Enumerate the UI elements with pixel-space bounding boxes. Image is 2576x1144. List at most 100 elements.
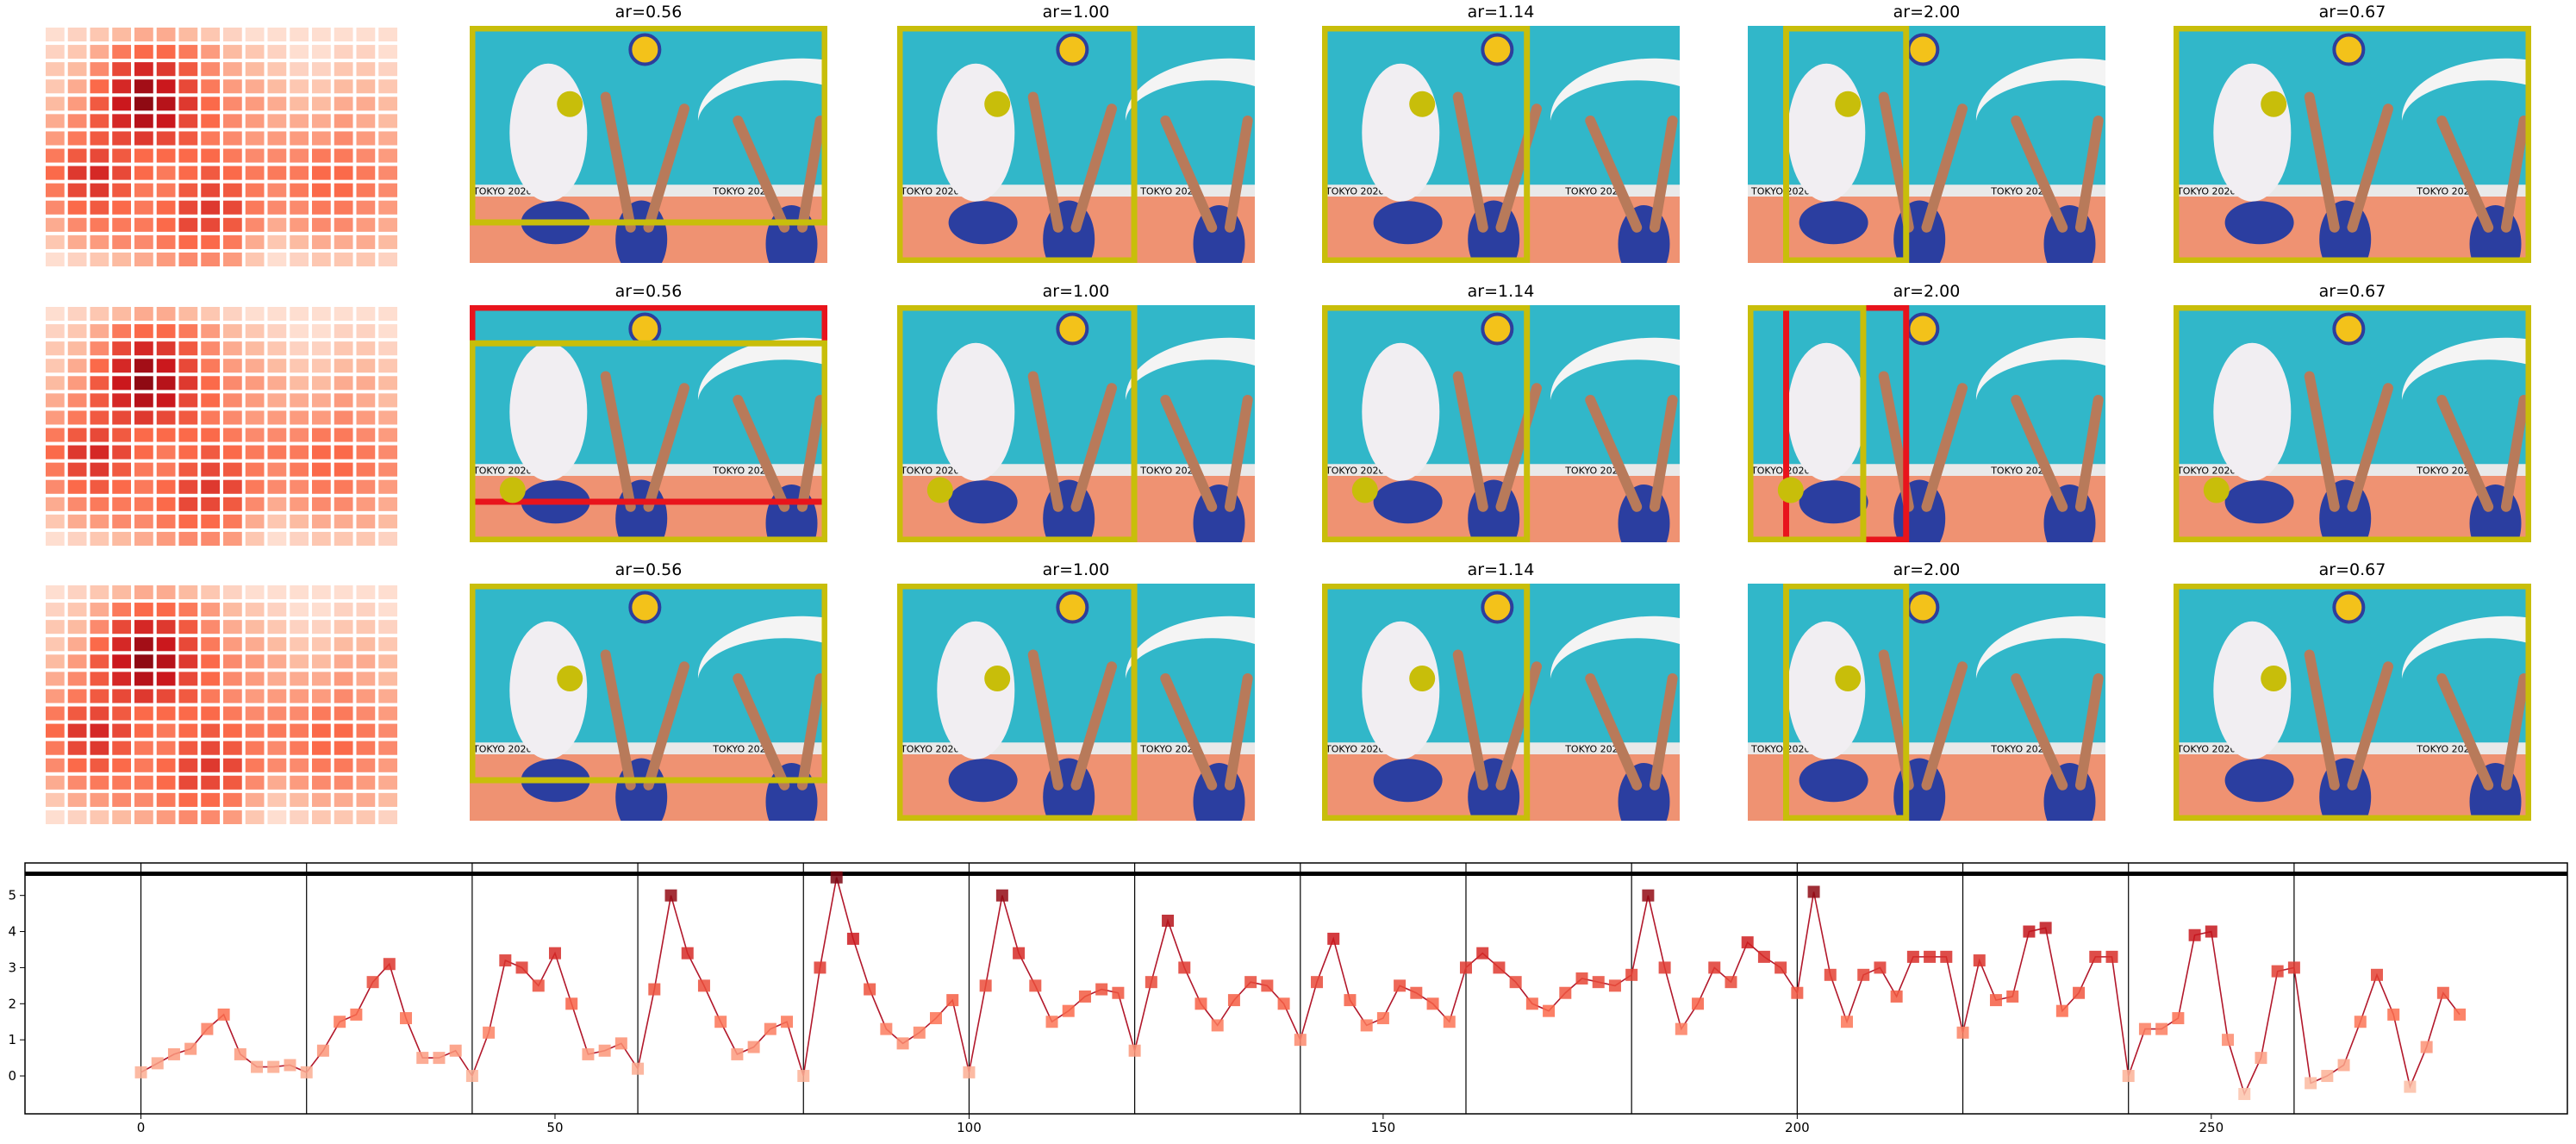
marker: [2454, 1008, 2467, 1021]
heatmap-cell: [67, 200, 87, 215]
plot-frame: [24, 862, 2568, 1115]
heatmap-cell: [112, 620, 131, 635]
heatmap-cell: [178, 166, 198, 180]
heatmap-cell: [267, 620, 287, 635]
heatmap-cell: [312, 28, 331, 42]
heatmap-cell: [156, 376, 176, 391]
heatmap-cell: [178, 462, 198, 477]
marker: [995, 889, 1008, 902]
marker: [1692, 997, 1705, 1010]
marker: [1178, 961, 1191, 974]
marker: [300, 1066, 313, 1078]
heatmap-cell: [156, 514, 176, 528]
heatmap-cell: [134, 234, 153, 249]
heatmap-cell: [356, 410, 376, 425]
marker: [714, 1016, 727, 1028]
heatmap-cell: [46, 723, 65, 738]
player: [1787, 342, 1866, 481]
heatmap-cell: [67, 28, 87, 42]
heatmap-cell: [156, 341, 176, 356]
arms: [1027, 91, 1253, 233]
heatmap-cell: [312, 775, 331, 790]
arc: [1125, 337, 1255, 400]
heatmap-cell: [245, 758, 265, 772]
heatmap-cell: [201, 200, 220, 215]
heatmap-cell: [134, 514, 153, 528]
marker: [1261, 979, 1274, 992]
heatmap-cell: [156, 114, 176, 128]
heatmap-cell: [267, 758, 287, 772]
heatmap-cell: [46, 131, 65, 146]
heatmap-cell: [67, 217, 87, 232]
heatmap-cell: [290, 497, 309, 511]
banner: TOKYO 2020: [900, 186, 959, 197]
heatmap-cell: [223, 741, 242, 755]
marker: [1989, 994, 2002, 1007]
marker: [548, 947, 561, 960]
heatmap-cell: [156, 531, 176, 546]
heatmap-cell: [356, 672, 376, 686]
heatmap-cell: [156, 792, 176, 807]
heatmap-cell: [334, 672, 353, 686]
heatmap-cell: [156, 741, 176, 755]
heatmap-cell: [178, 428, 198, 442]
arms: [2304, 91, 2529, 233]
marker: [1078, 990, 1091, 1003]
crop-box: [1783, 584, 1910, 821]
heatmap-cell: [90, 654, 109, 669]
heatmap-cell: [201, 792, 220, 807]
heatmap-cell: [156, 393, 176, 408]
heatmap-cell: [223, 252, 242, 266]
heatmap-cell: [67, 376, 87, 391]
blocker: [2043, 763, 2096, 821]
heatmap-cell: [90, 376, 109, 391]
heatmap-cell: [90, 531, 109, 546]
heatmap-cell: [112, 462, 131, 477]
heatmap-cell: [156, 217, 176, 232]
heatmap-cell: [378, 234, 397, 249]
heatmap-cell: [201, 620, 220, 635]
marker: [433, 1052, 446, 1065]
y-tick-label: 2: [8, 996, 16, 1011]
x-tick-label: 50: [546, 1120, 563, 1135]
heatmap-cell: [156, 497, 176, 511]
player: [937, 342, 1015, 481]
heatmap-cell: [90, 234, 109, 249]
heatmap-cell: [46, 166, 65, 180]
heatmap-cell: [267, 689, 287, 703]
heatmap-cell: [356, 79, 376, 94]
heatmap-cell: [178, 603, 198, 617]
heatmap-cell: [134, 45, 153, 59]
crop-box: [1322, 305, 1531, 542]
heatmap-cell: [223, 376, 242, 391]
heatmap-cell: [134, 497, 153, 511]
player-shorts: [948, 201, 1018, 245]
heatmap-cell: [267, 200, 287, 215]
heatmap-cell: [156, 654, 176, 669]
player: [937, 621, 1015, 760]
marker: [2305, 1077, 2317, 1090]
banner: TOKYO 2020: [900, 466, 959, 477]
center-dot: [1835, 91, 1862, 117]
player-shorts: [1799, 201, 1868, 245]
heatmap-cell: [156, 252, 176, 266]
heatmap-cell: [134, 792, 153, 807]
marker: [1608, 979, 1621, 992]
marker: [697, 979, 710, 992]
marker: [1775, 961, 1787, 974]
heatmap-cell: [46, 428, 65, 442]
photo: TOKYO 2020 TOKYO 2020: [2174, 584, 2531, 821]
photo: TOKYO 2020 TOKYO 2020: [1322, 584, 1680, 821]
heatmap-cell: [378, 341, 397, 356]
center-dot: [1409, 91, 1436, 117]
heatmap-cell: [312, 341, 331, 356]
marker: [1410, 986, 1423, 999]
heatmap-cell: [223, 620, 242, 635]
marker: [747, 1041, 760, 1053]
heatmap-cell: [46, 810, 65, 824]
player: [1362, 63, 1440, 202]
heatmap-cell: [378, 166, 397, 180]
heatmap-cell: [112, 603, 131, 617]
heatmap-cell: [334, 28, 353, 42]
heatmap-cell: [67, 531, 87, 546]
